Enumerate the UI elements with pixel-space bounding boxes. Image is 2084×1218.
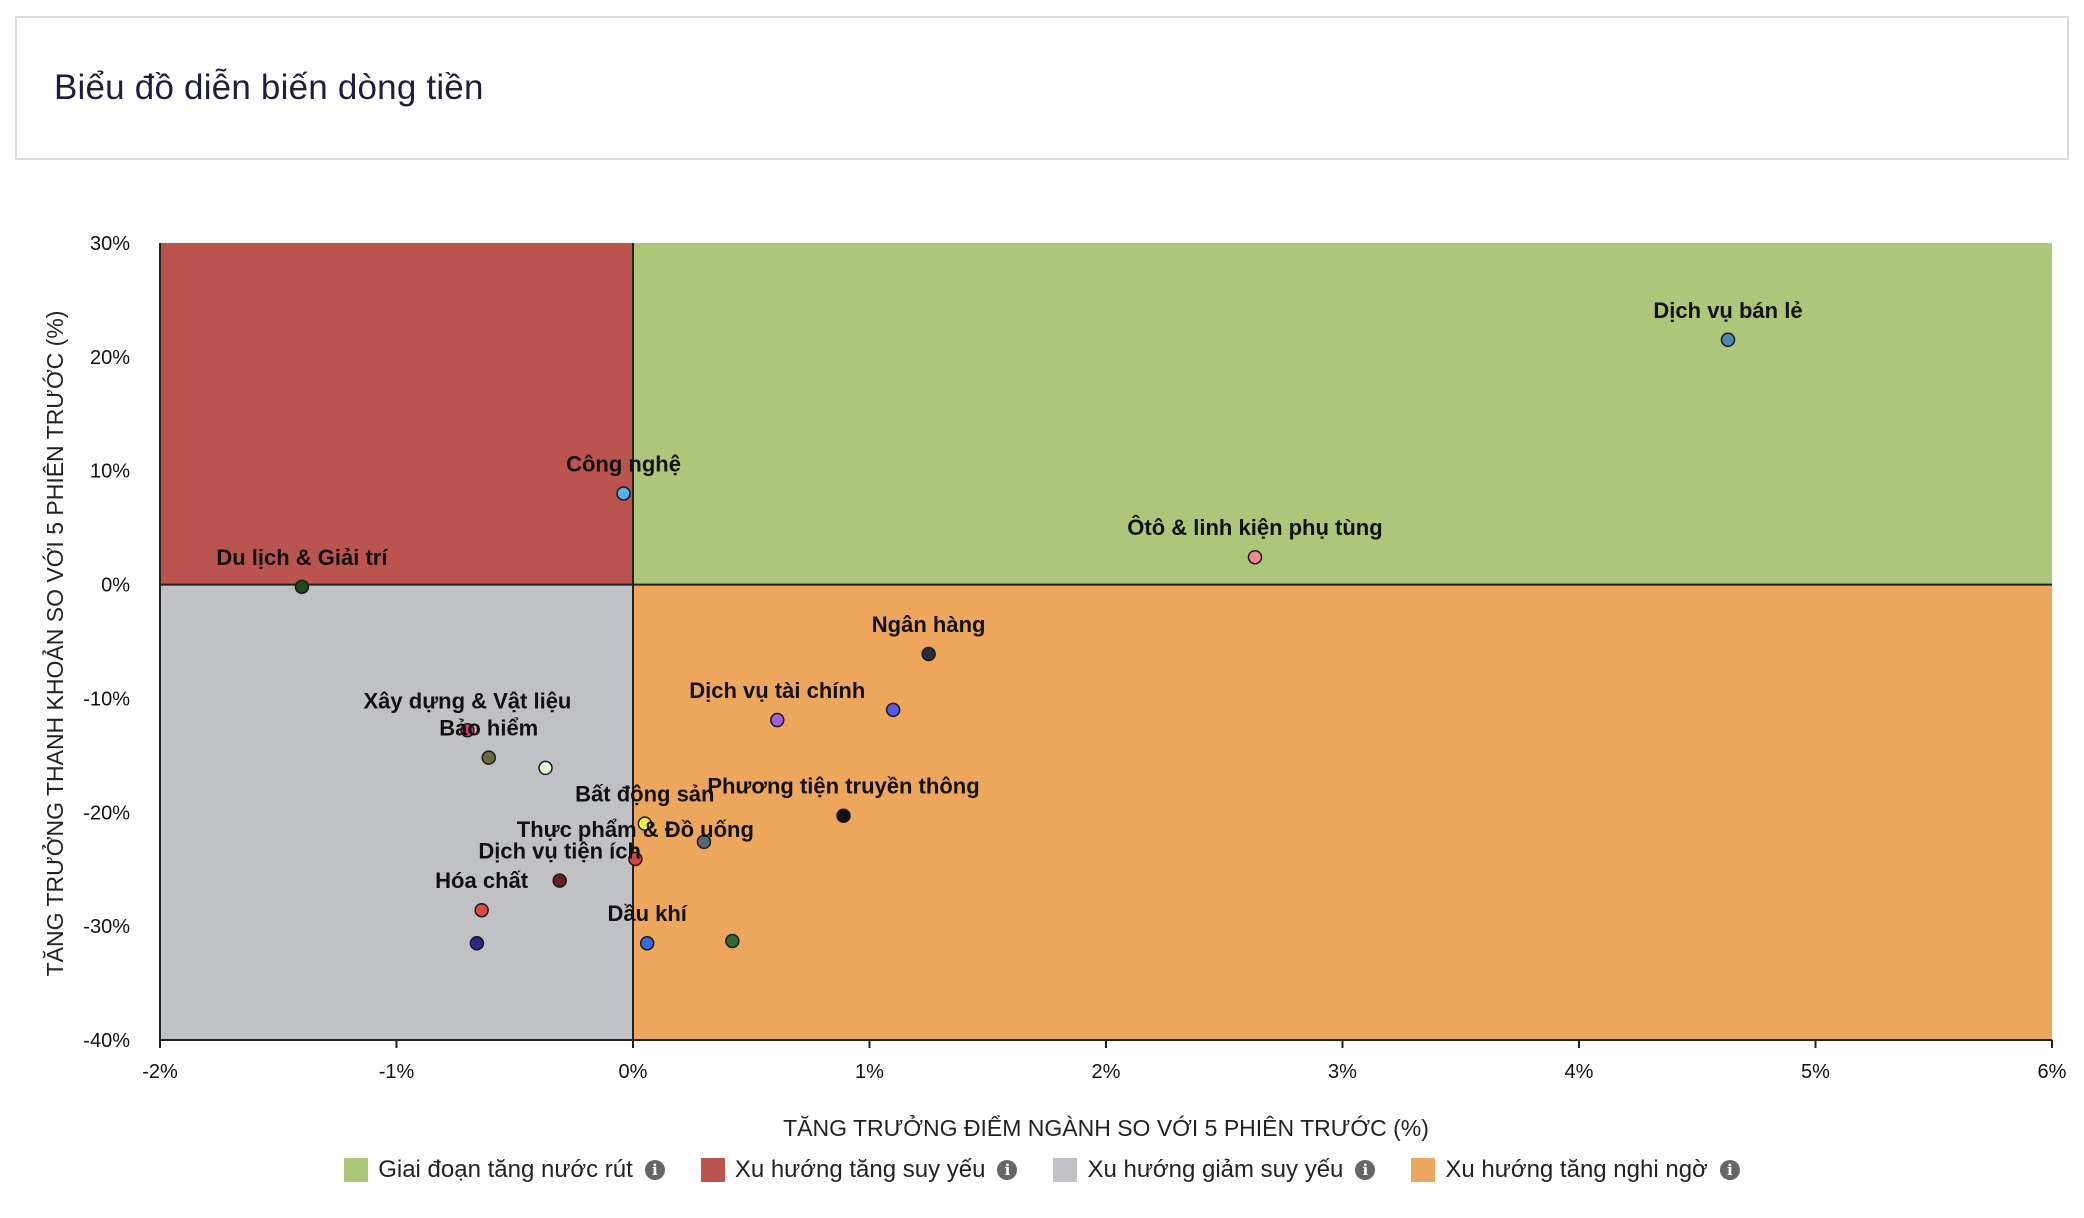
data-label: Ôtô & linh kiện phụ tùng (1127, 515, 1382, 540)
data-label: Hóa chất (435, 868, 529, 893)
legend: Giai đoạn tăng nước rút i Xu hướng tăng … (0, 1156, 2084, 1184)
quadrant-bottom-left (160, 584, 633, 1040)
data-point (836, 808, 851, 823)
data-point (639, 935, 655, 951)
data-point (616, 486, 631, 501)
data-label: Ngân hàng (872, 612, 986, 637)
data-point (921, 646, 936, 662)
x-tick-label: 0% (619, 1061, 648, 1083)
legend-item-giai-doan-tang-nuoc-rut[interactable]: Giai đoạn tăng nước rút i (344, 1156, 665, 1184)
x-tick-label: -1% (379, 1061, 415, 1083)
data-point (696, 834, 712, 850)
x-tick-label: -2% (142, 1061, 178, 1083)
y-tick-label: 30% (90, 233, 130, 255)
x-tick-label: 3% (1328, 1061, 1357, 1083)
x-tick-label: 1% (855, 1061, 884, 1083)
data-label: Thực phẩm & Đồ uống (517, 817, 754, 842)
y-tick-label: 10% (90, 461, 130, 483)
y-tick-label: -40% (83, 1030, 130, 1052)
legend-swatch (700, 1158, 725, 1182)
data-label: Công nghệ (566, 451, 681, 476)
data-point (538, 760, 553, 776)
quadrant-top-right (633, 243, 2052, 585)
info-icon[interactable]: i (1355, 1160, 1376, 1180)
legend-swatch (1411, 1158, 1436, 1182)
legend-item-xu-huong-tang-nghi-ngo[interactable]: Xu hướng tăng nghi ngờ i (1411, 1156, 1740, 1184)
quadrant-top-left (160, 243, 633, 585)
legend-swatch (344, 1158, 369, 1182)
legend-label: Xu hướng giảm suy yếu (1087, 1156, 1344, 1183)
info-icon[interactable]: i (997, 1160, 1018, 1180)
data-point (725, 933, 740, 949)
data-point (552, 873, 567, 888)
info-icon[interactable]: i (644, 1160, 665, 1180)
x-tick-label: 2% (1092, 1061, 1121, 1083)
page-title: Biểu đồ diễn biến dòng tiền (54, 68, 484, 107)
y-tick-label: 20% (90, 347, 130, 369)
data-label: Dịch vụ tài chính (689, 678, 865, 703)
data-label: Dịch vụ tiện ích (478, 839, 641, 864)
data-label: Bất động sản (575, 782, 714, 807)
y-tick-label: -10% (83, 688, 130, 710)
data-label: Dầu khí (607, 901, 687, 926)
data-point (770, 712, 785, 728)
data-label: Phương tiện truyền thông (707, 774, 979, 799)
legend-label: Xu hướng tăng nghi ngờ (1445, 1156, 1708, 1183)
info-icon[interactable]: i (1719, 1160, 1740, 1180)
title-card: Biểu đồ diễn biến dòng tiền (15, 16, 2069, 160)
legend-label: Xu hướng tăng suy yếu (734, 1156, 986, 1183)
data-point (481, 750, 496, 765)
x-tick-label: 6% (2038, 1061, 2067, 1083)
y-tick-label: -30% (83, 916, 130, 938)
data-label: Bảo hiểm (439, 716, 538, 741)
data-point (469, 935, 485, 951)
x-axis-title: TĂNG TRƯỞNG ĐIỂM NGÀNH SO VỚI 5 PHIÊN TR… (783, 1113, 1429, 1141)
legend-swatch (1053, 1158, 1078, 1182)
x-tick-label: 4% (1565, 1061, 1594, 1083)
scatter-chart: -2% -1% 0% 1% 2% 3% 4% 5% 6% 30% 20% 10% 0% -10% -20% -… (40, 233, 2067, 1141)
y-tick-label: 0% (101, 575, 130, 597)
y-tick-label: -20% (83, 802, 130, 824)
y-axis-title: TĂNG TRƯỞNG THANH KHOẢN SO VỚI 5 PHIÊN T… (40, 311, 68, 977)
data-point (1720, 332, 1736, 348)
legend-item-xu-huong-giam-suy-yeu[interactable]: Xu hướng giảm suy yếu i (1053, 1156, 1376, 1184)
legend-label: Giai đoạn tăng nước rút (378, 1156, 633, 1183)
data-point (628, 851, 643, 867)
data-label: Xây dựng & Vật liệu (364, 688, 572, 713)
data-point (637, 816, 653, 831)
data-point (885, 702, 901, 718)
legend-item-xu-huong-tang-suy-yeu[interactable]: Xu hướng tăng suy yếu i (700, 1156, 1018, 1184)
quadrant-bottom-right (633, 584, 2052, 1040)
data-point (294, 579, 310, 595)
data-point (474, 902, 489, 918)
x-tick-label: 5% (1801, 1061, 1830, 1083)
data-point (1247, 549, 1263, 565)
data-label: Du lịch & Giải trí (216, 545, 388, 570)
data-point (460, 723, 475, 738)
data-label: Dịch vụ bán lẻ (1653, 298, 1802, 323)
